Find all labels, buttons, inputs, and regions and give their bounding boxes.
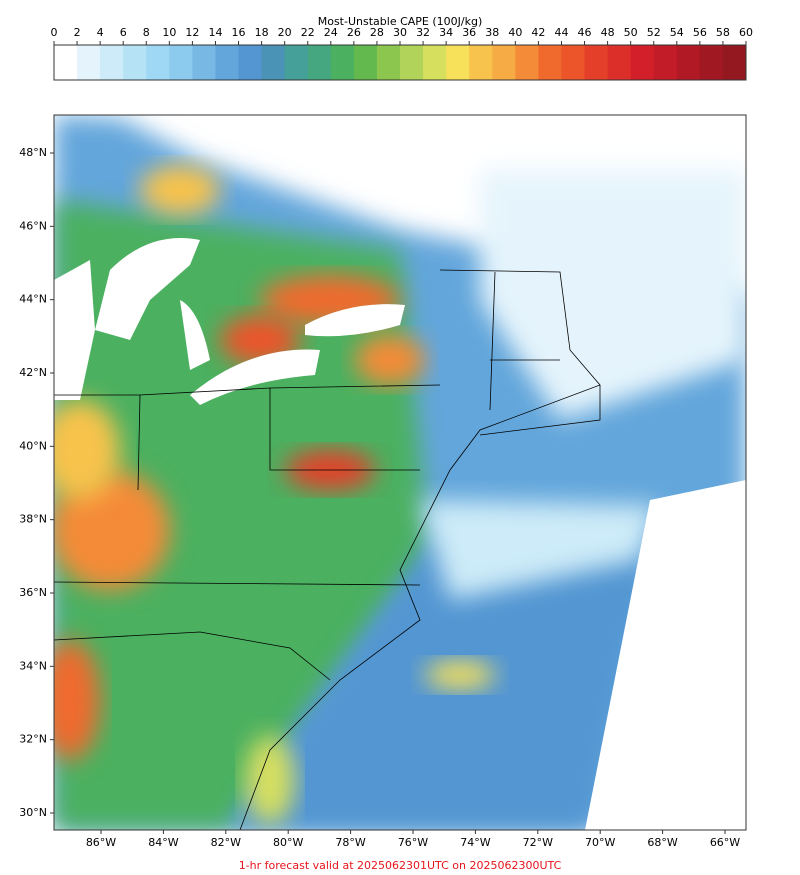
colorbar-tick-label: 4: [97, 26, 104, 39]
lat-label: 38°N: [19, 513, 47, 526]
lat-label: 42°N: [19, 366, 47, 379]
lon-label: 84°W: [148, 836, 178, 849]
colorbar-tick-label: 28: [370, 26, 384, 39]
colorbar-segment: [54, 45, 78, 80]
lat-label: 46°N: [19, 219, 47, 232]
colorbar-tick-label: 34: [439, 26, 453, 39]
colorbar-tick-label: 26: [347, 26, 361, 39]
colorbar-tick-label: 16: [232, 26, 246, 39]
colorbar-tick-label: 22: [301, 26, 315, 39]
colorbar-tick-label: 12: [185, 26, 199, 39]
lat-label: 40°N: [19, 439, 47, 452]
colorbar-tick-label: 38: [485, 26, 499, 39]
colorbar-segment: [607, 45, 632, 80]
lon-label: 76°W: [398, 836, 428, 849]
lat-label: 36°N: [19, 586, 47, 599]
colorbar-tick-label: 6: [120, 26, 127, 39]
colorbar-segment: [284, 45, 309, 80]
colorbar-title: Most-Unstable CAPE (100J/kg): [318, 15, 483, 28]
colorbar-tick-label: 20: [278, 26, 292, 39]
colorbar-segment: [307, 45, 332, 80]
lon-label: 70°W: [585, 836, 615, 849]
colorbar-segment: [653, 45, 678, 80]
colorbar-tick-label: 36: [462, 26, 476, 39]
colorbar-segment: [261, 45, 286, 80]
colorbar-segment: [353, 45, 378, 80]
colorbar-tick-label: 18: [255, 26, 269, 39]
colorbar-tick-label: 50: [624, 26, 638, 39]
colorbar-tick-label: 2: [74, 26, 81, 39]
colorbar-segment: [492, 45, 516, 80]
colorbar-tick-label: 30: [393, 26, 407, 39]
colorbar-segment: [561, 45, 586, 80]
colorbar-segment: [584, 45, 609, 80]
colorbar-tick-label: 14: [208, 26, 222, 39]
colorbar-segment: [538, 45, 562, 80]
colorbar-segment: [400, 45, 424, 80]
colorbar-tick-label: 54: [670, 26, 684, 39]
colorbar-segment: [215, 45, 240, 80]
colorbar-segment: [376, 45, 401, 80]
colorbar-tick-label: 52: [647, 26, 661, 39]
colorbar-segment: [238, 45, 263, 80]
colorbar-tick-label: 8: [143, 26, 150, 39]
colorbar-segment: [123, 45, 147, 80]
lat-label: 44°N: [19, 293, 47, 306]
forecast-caption: 1-hr forecast valid at 2025062301UTC on …: [239, 859, 562, 872]
colorbar-segment: [100, 45, 124, 80]
colorbar-tick-label: 60: [739, 26, 753, 39]
colorbar-segment: [722, 45, 747, 80]
colorbar-segment: [77, 45, 101, 80]
lat-label: 48°N: [19, 146, 47, 159]
lon-label: 72°W: [523, 836, 553, 849]
colorbar-segment: [676, 45, 701, 80]
colorbar-tick-label: 10: [162, 26, 176, 39]
colorbar-segment: [630, 45, 655, 80]
lon-label: 74°W: [460, 836, 490, 849]
colorbar-segment: [146, 45, 170, 80]
colorbar-segment: [515, 45, 539, 80]
colorbar-segment: [192, 45, 216, 80]
lat-label: 34°N: [19, 659, 47, 672]
colorbar-tick-label: 0: [51, 26, 58, 39]
lon-label: 80°W: [273, 836, 303, 849]
colorbar-segment: [169, 45, 193, 80]
lon-label: 66°W: [710, 836, 740, 849]
colorbar-segment: [446, 45, 470, 80]
map-frame: [53, 114, 747, 831]
lon-label: 86°W: [86, 836, 116, 849]
colorbar-segment: [699, 45, 724, 80]
colorbar-tick-label: 24: [324, 26, 338, 39]
colorbar-tick-label: 40: [508, 26, 522, 39]
cape-field: [54, 115, 746, 830]
colorbar-segment: [330, 45, 355, 80]
lon-label: 68°W: [647, 836, 677, 849]
colorbar-tick-label: 32: [416, 26, 430, 39]
colorbar-segment: [469, 45, 493, 80]
colorbar-segment: [423, 45, 447, 80]
lon-label: 78°W: [335, 836, 365, 849]
colorbar: 0 2 4 6 8 10 12 14 16 18 20 22 24 26 28 30 32 34 36 38 40 42 4…: [51, 26, 753, 81]
lat-label: 30°N: [19, 806, 47, 819]
colorbar-tick-label: 48: [601, 26, 615, 39]
colorbar-tick-label: 42: [531, 26, 545, 39]
lat-label: 32°N: [19, 733, 47, 746]
colorbar-tick-label: 56: [693, 26, 707, 39]
colorbar-tick-label: 44: [554, 26, 568, 39]
colorbar-tick-label: 58: [716, 26, 730, 39]
lon-label: 82°W: [211, 836, 241, 849]
colorbar-tick-label: 46: [578, 26, 592, 39]
